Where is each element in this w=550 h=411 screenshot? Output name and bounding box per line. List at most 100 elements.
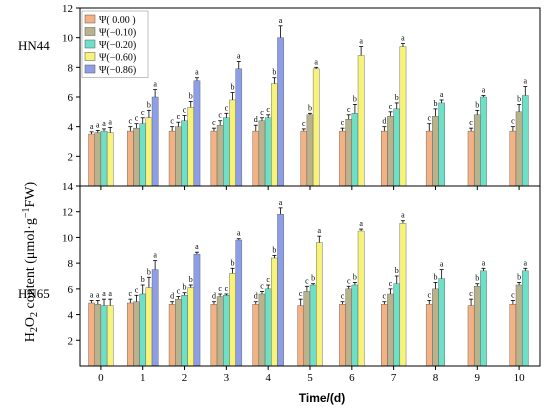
legend-entry: Ψ(−0.86) <box>99 65 136 76</box>
x-tick-label: 3 <box>224 372 230 384</box>
significance-letter: a <box>279 198 283 207</box>
x-axis-label: Time/(d) <box>299 391 345 405</box>
bar <box>100 305 108 367</box>
y-tick-label: 6 <box>68 284 74 296</box>
significance-letter: a <box>102 119 106 128</box>
bar <box>303 291 311 367</box>
significance-letter: c <box>302 119 306 128</box>
significance-letter: c <box>129 289 133 298</box>
significance-letter: b <box>189 275 193 284</box>
significance-letter: a <box>195 68 199 77</box>
bar <box>515 284 523 367</box>
y-tick-label: 4 <box>68 122 74 134</box>
bar <box>94 304 102 367</box>
bar <box>229 99 236 187</box>
bar <box>216 124 224 187</box>
y-tick-label: 12 <box>62 3 73 15</box>
bar <box>297 305 305 367</box>
bar <box>252 304 260 367</box>
bar <box>521 95 529 187</box>
bar <box>473 286 481 367</box>
significance-letter: b <box>147 100 151 109</box>
bar <box>425 304 433 367</box>
bar <box>88 133 95 187</box>
bar <box>277 214 284 367</box>
bar <box>339 130 346 187</box>
y-tick-label: 6 <box>68 92 74 104</box>
bar <box>223 295 230 367</box>
y-tick-label: 8 <box>68 258 74 270</box>
bar <box>94 132 102 187</box>
significance-letter: b <box>353 272 357 281</box>
bar <box>258 293 266 367</box>
bar <box>480 96 487 187</box>
significance-letter: a <box>279 16 283 25</box>
significance-letter: a <box>96 120 100 129</box>
significance-letter: c <box>341 118 345 127</box>
bar <box>223 117 230 187</box>
significance-letter: c <box>266 105 270 114</box>
significance-letter: c <box>218 284 222 293</box>
bar <box>467 305 475 367</box>
significance-letter: b <box>272 68 276 77</box>
significance-letter: b <box>231 83 235 92</box>
significance-letter: a <box>440 90 444 99</box>
y-tick-label: 4 <box>68 310 74 322</box>
bar <box>127 130 134 187</box>
significance-letter: a <box>153 80 157 89</box>
significance-letter: a <box>108 289 112 298</box>
significance-letter: c <box>341 292 345 301</box>
significance-letter: c <box>129 117 133 126</box>
bar <box>127 302 134 367</box>
bar <box>216 296 224 367</box>
x-tick-label: 5 <box>307 372 313 384</box>
bar <box>300 130 308 187</box>
significance-letter: a <box>90 290 94 299</box>
significance-letter: a <box>314 57 318 66</box>
x-tick-label: 4 <box>265 372 271 384</box>
significance-letter: c <box>427 114 431 123</box>
significance-letter: b <box>272 245 276 254</box>
bar <box>271 257 278 367</box>
bar <box>193 80 201 187</box>
significance-letter: c <box>141 108 145 117</box>
significance-letter: c <box>469 289 473 298</box>
legend-entry: Ψ(−0.20) <box>99 40 136 51</box>
bar <box>168 304 176 367</box>
significance-letter: b <box>189 91 193 100</box>
bar <box>339 304 346 367</box>
significance-letter: c <box>177 112 181 121</box>
significance-letter: a <box>524 258 528 267</box>
bar <box>509 304 517 367</box>
bar <box>235 239 243 367</box>
bar <box>187 107 195 187</box>
bar <box>432 116 439 187</box>
panel-label: HN44 <box>18 38 50 53</box>
bar <box>145 287 153 367</box>
bar <box>515 111 523 187</box>
bar <box>357 55 365 187</box>
bar <box>145 117 153 187</box>
bar <box>235 68 243 187</box>
bar <box>480 270 487 367</box>
bar <box>229 273 236 367</box>
significance-letter: b <box>433 272 437 281</box>
bar <box>393 108 401 187</box>
significance-letter: c <box>266 275 270 284</box>
bar <box>133 301 140 367</box>
significance-letter: c <box>135 114 139 123</box>
bar <box>168 130 176 187</box>
bar <box>381 304 388 367</box>
bar <box>387 116 394 187</box>
y-tick-label: 2 <box>68 151 74 163</box>
significance-letter: b <box>517 272 521 281</box>
bar <box>509 130 517 187</box>
legend-entry: Ψ(−0.10) <box>99 28 136 39</box>
bar <box>181 120 188 187</box>
legend-swatch <box>84 39 96 49</box>
significance-letter: a <box>482 86 486 95</box>
panel-label: HN65 <box>18 286 50 301</box>
x-tick-label: 2 <box>182 372 188 384</box>
